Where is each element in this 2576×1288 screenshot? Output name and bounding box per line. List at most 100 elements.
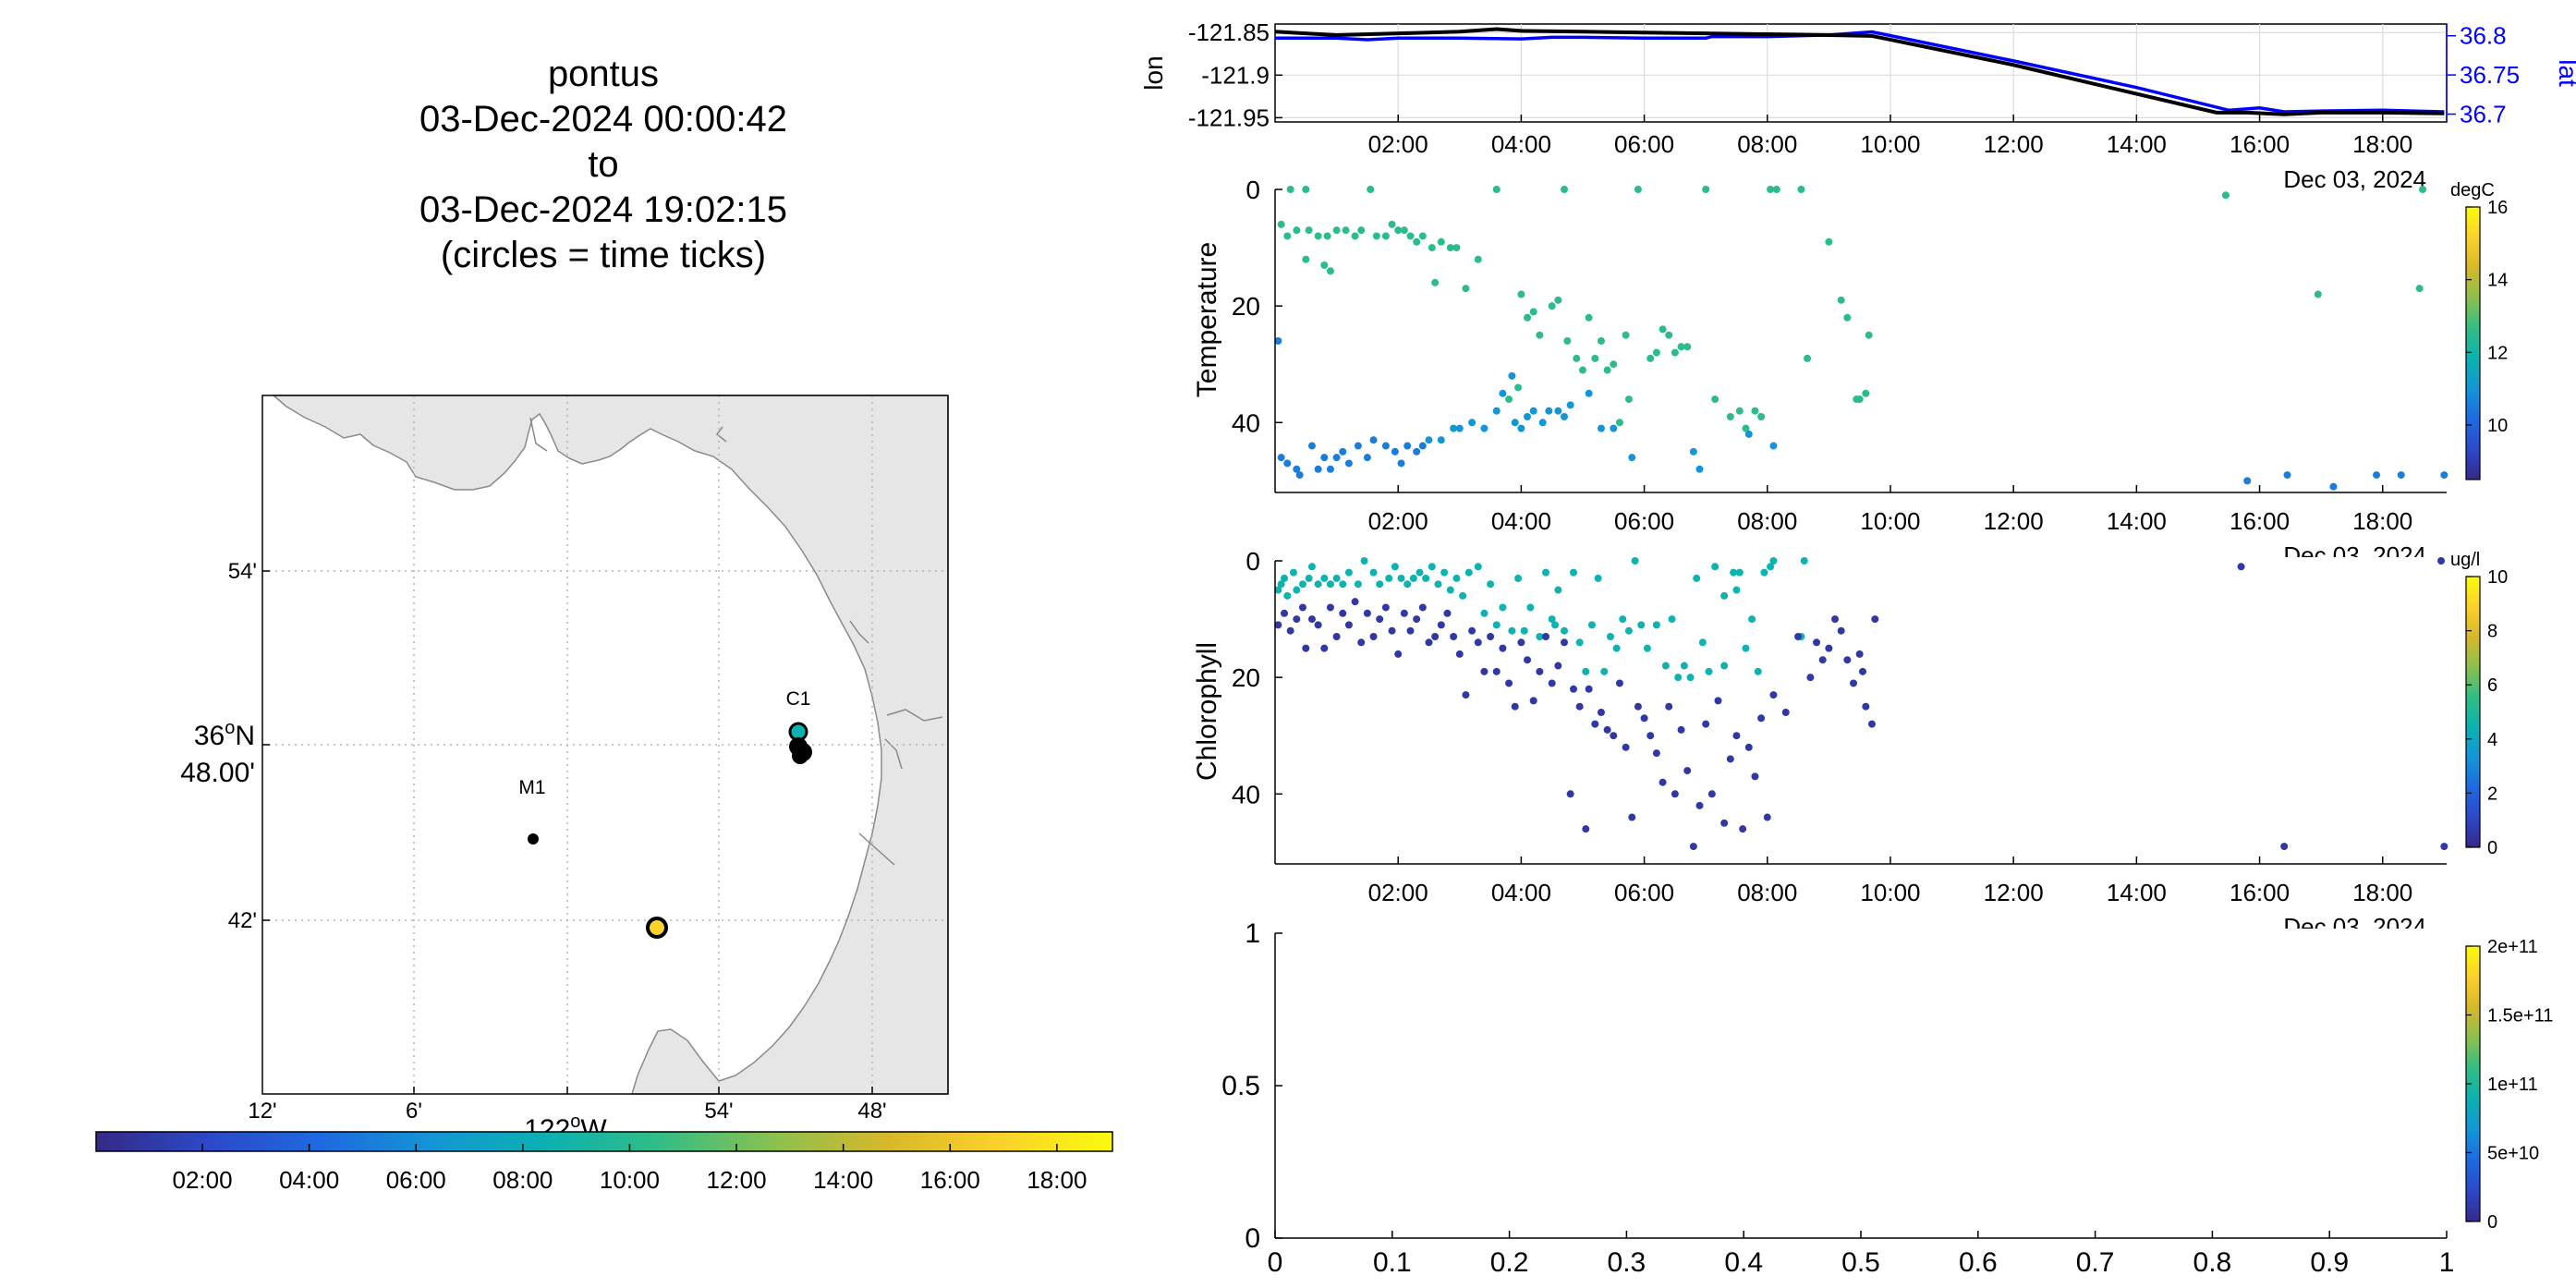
chlorophyll-point [1307, 615, 1316, 624]
chlorophyll-point [1769, 691, 1778, 699]
chlorophyll-colorbar-tick-label: 2 [2487, 784, 2497, 804]
temperature-point [1554, 296, 1562, 304]
temperature-point [1320, 454, 1329, 462]
time-colorbar-tick-label: 16:00 [920, 1166, 980, 1194]
lat-main-degree-sign: o [225, 718, 235, 738]
temperature-point [2329, 482, 2338, 491]
temperature-colorbar-unit: degC [2450, 180, 2495, 200]
temperature-point [1769, 442, 1778, 450]
temperature-point [1295, 471, 1304, 480]
temperature-point [1450, 424, 1458, 432]
chlorophyll-point [1732, 586, 1741, 594]
chlorophyll-point [1707, 790, 1716, 798]
chlorophyll-point [1871, 615, 1879, 624]
temperature-point [1357, 226, 1366, 235]
chlorophyll-point [1474, 563, 1482, 571]
temperature-point [1517, 290, 1525, 298]
chlorophyll-point [1730, 568, 1738, 577]
chlorophyll-point [1612, 644, 1621, 652]
temperature-point [2373, 471, 2381, 480]
empty-xtick-label: 0.5 [1841, 1247, 1880, 1278]
chlorophyll-point [1551, 621, 1560, 629]
chlorophyll-point [1351, 598, 1359, 606]
chlorophyll-point [1440, 568, 1449, 577]
temperature-point [1610, 424, 1618, 432]
chlorophyll-point [2237, 563, 2245, 571]
temperature-point [1744, 430, 1753, 438]
empty-xtick-label: 0.9 [2310, 1247, 2349, 1278]
time-colorbar: 02:00 04:00 06:00 08:00 10:00 12:00 14:00 16:00… [95, 1131, 1113, 1194]
chlorophyll-point [1492, 621, 1501, 629]
temperature-point [1711, 395, 1719, 404]
chlorophyll-point [1283, 591, 1292, 600]
chlorophyll-point [1286, 626, 1294, 635]
temperature-point [1394, 226, 1403, 235]
temperature-point [1363, 454, 1371, 462]
empty-colorbar: 2e+11 1.5e+11 1e+11 5e+10 0 [2465, 937, 2553, 1233]
position-ytick-right-label: 36.7 [2460, 101, 2507, 128]
chlorophyll-point [2280, 843, 2289, 851]
chlorophyll-point [1385, 574, 1393, 582]
chlorophyll-point [1487, 633, 1495, 640]
chlorophyll-colorbar-ticks: 10 8 6 4 2 0 [2466, 567, 2508, 858]
chlorophyll-point [1600, 667, 1609, 675]
chlorophyll-point [1344, 621, 1353, 629]
temperature-point [1354, 442, 1362, 450]
temperature-point [1283, 232, 1292, 240]
chlorophyll-point [1320, 574, 1329, 582]
lat-tick-label: 54' [228, 559, 257, 584]
position-ytick-left-label: -121.9 [1201, 61, 1270, 89]
temperature-colorbar-tick-label: 12 [2487, 343, 2508, 363]
chlorophyll-point [1677, 725, 1685, 734]
chlorophyll-point [1434, 580, 1442, 589]
chlorophyll-point [1499, 603, 1507, 612]
chlorophyll-point [1376, 615, 1384, 624]
position-xtick-label: 16:00 [2230, 130, 2290, 158]
temperature-point [1702, 186, 1710, 193]
chlorophyll-point [1711, 563, 1719, 571]
temperature-point [1615, 419, 1623, 427]
chlorophyll-colorbar-tick-label: 4 [2487, 730, 2497, 750]
chlorophyll-point [1536, 667, 1544, 675]
chlorophyll-xtick-label: 18:00 [2352, 879, 2412, 906]
chlorophyll-point [1575, 638, 1584, 647]
temperature-point [1689, 447, 1697, 456]
chlorophyll-point [1369, 568, 1378, 577]
chlorophyll-point [1320, 644, 1329, 652]
chlorophyll-point [1400, 609, 1408, 617]
temperature-xtick-label: 18:00 [2352, 507, 2412, 535]
chlorophyll-point [1428, 563, 1436, 571]
chlorophyll-point [1837, 626, 1845, 635]
chlorophyll-point [1524, 656, 1532, 664]
temperature-point [1455, 424, 1464, 432]
chlorophyll-point [1634, 702, 1642, 711]
chlorophyll-point [1582, 825, 1590, 833]
temperature-point [1372, 232, 1380, 240]
temperature-point [1683, 343, 1692, 351]
chlorophyll-point [1693, 574, 1701, 582]
track-marker [792, 747, 808, 764]
chlorophyll-point [1536, 633, 1544, 640]
temperature-point [1511, 419, 1519, 427]
chlorophyll-point [1646, 732, 1655, 740]
temperature-point [2221, 191, 2230, 200]
temperature-point [1437, 436, 1445, 444]
chlorophyll-point [1416, 568, 1424, 577]
lon-tick-label: 12' [248, 1099, 276, 1124]
chlorophyll-point [1326, 603, 1334, 612]
temperature-point [1418, 442, 1427, 450]
chlorophyll-point [1403, 580, 1412, 589]
chlorophyll-xtick-label: 10:00 [1860, 879, 1920, 906]
temperature-point [1591, 354, 1599, 362]
chlorophyll-point [1591, 720, 1599, 728]
temperature-point [1585, 313, 1593, 322]
empty-colorbar-tick-label: 1.5e+11 [2487, 1006, 2553, 1027]
chlorophyll-point [1437, 621, 1445, 629]
lat-main-degrees: 36 [194, 721, 225, 751]
chlorophyll-point [1517, 638, 1525, 647]
temperature-point [1742, 424, 1750, 432]
svg-text:36oN: 36oN [194, 718, 255, 751]
temperature-point [1735, 407, 1744, 415]
temperature-point [1529, 407, 1537, 415]
